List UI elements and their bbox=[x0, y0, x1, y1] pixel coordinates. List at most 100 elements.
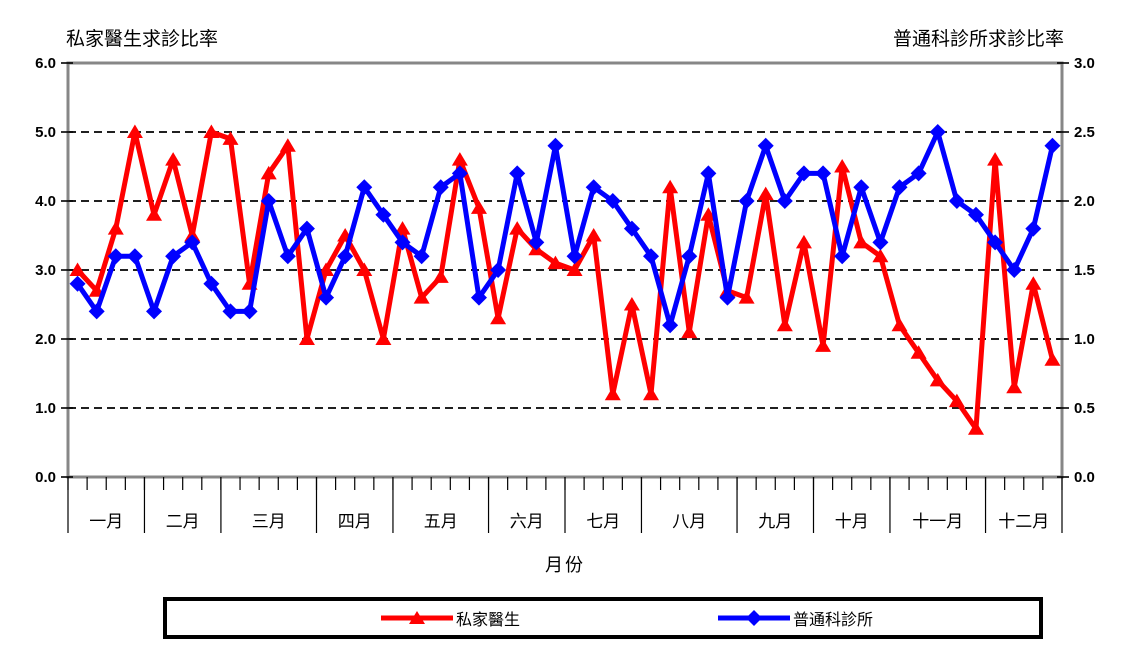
red-data-point-marker bbox=[375, 331, 392, 345]
blue-data-point-marker bbox=[547, 137, 564, 154]
red-triangle-line-icon bbox=[381, 611, 453, 624]
month-label: 五月 bbox=[424, 512, 458, 531]
left-axis-tick-label: 1.0 bbox=[35, 400, 56, 417]
right-axis-tick-label: 3.0 bbox=[1074, 55, 1095, 72]
red-data-point-marker bbox=[853, 234, 870, 249]
blue-data-point-marker bbox=[967, 206, 984, 223]
blue-data-point-marker bbox=[585, 179, 602, 196]
red-data-point-marker bbox=[872, 248, 889, 263]
blue-data-point-marker bbox=[757, 137, 774, 154]
red-data-point-marker bbox=[929, 372, 946, 387]
red-data-point-marker bbox=[1006, 379, 1023, 394]
blue-data-point-marker bbox=[815, 165, 832, 182]
month-label: 一月 bbox=[89, 512, 123, 531]
left-axis-tick-label: 5.0 bbox=[35, 124, 56, 141]
blue-data-point-marker bbox=[1025, 220, 1042, 237]
blue-data-point-marker bbox=[490, 262, 507, 278]
red-data-point-marker bbox=[834, 159, 851, 173]
blue-series-line bbox=[75, 129, 1055, 328]
red-data-point-marker bbox=[738, 290, 755, 304]
blue-data-point-marker bbox=[509, 165, 526, 182]
blue-data-point-marker bbox=[891, 179, 908, 196]
month-label: 七月 bbox=[586, 512, 620, 531]
left-axis-tick-label: 3.0 bbox=[35, 262, 56, 279]
right-axis-tick-label: 1.0 bbox=[1074, 331, 1095, 348]
blue-data-point-marker bbox=[948, 193, 965, 209]
red-data-point-marker bbox=[260, 165, 277, 180]
blue-data-point-marker bbox=[203, 275, 220, 292]
blue-data-point-marker bbox=[375, 206, 392, 223]
right-axis-tick-label: 0.5 bbox=[1074, 400, 1095, 417]
red-data-point-marker bbox=[547, 255, 564, 270]
blue-data-point-marker bbox=[681, 248, 698, 265]
red-data-point-marker bbox=[643, 386, 660, 401]
right-axis-tick-label: 0.0 bbox=[1074, 469, 1095, 486]
month-label: 六月 bbox=[510, 512, 544, 531]
month-label: 四月 bbox=[338, 512, 372, 531]
month-label: 八月 bbox=[672, 512, 706, 531]
blue-data-point-marker bbox=[929, 124, 946, 140]
red-data-point-marker bbox=[891, 317, 908, 332]
blue-data-point-marker bbox=[184, 234, 201, 251]
blue-data-point-marker bbox=[528, 234, 545, 251]
month-label: 二月 bbox=[166, 512, 200, 531]
red-data-point-marker bbox=[776, 317, 793, 332]
blue-data-point-marker bbox=[738, 193, 755, 209]
blue-data-point-marker bbox=[318, 289, 335, 306]
red-data-point-marker bbox=[1025, 276, 1042, 290]
blue-data-point-marker bbox=[566, 248, 583, 265]
blue-data-point-marker bbox=[795, 165, 812, 182]
red-data-point-marker bbox=[566, 262, 583, 276]
red-data-point-marker bbox=[470, 200, 487, 214]
left-axis-tick-label: 6.0 bbox=[35, 55, 56, 72]
red-data-point-marker bbox=[967, 421, 984, 435]
blue-data-point-marker bbox=[69, 275, 86, 292]
blue-data-point-marker bbox=[126, 248, 143, 265]
blue-data-point-marker bbox=[643, 248, 660, 265]
legend-box: 私家醫生 普通科診所 bbox=[163, 597, 1043, 639]
blue-data-point-marker bbox=[1006, 262, 1023, 278]
blue-data-point-marker bbox=[604, 193, 621, 209]
red-data-point-marker bbox=[279, 138, 296, 152]
blue-data-point-marker bbox=[413, 248, 430, 265]
left-axis-tick-label: 4.0 bbox=[35, 193, 56, 210]
blue-data-point-marker bbox=[719, 289, 736, 306]
red-data-point-marker bbox=[1044, 352, 1061, 366]
blue-data-point-marker bbox=[279, 248, 296, 265]
left-axis-tick-label: 0.0 bbox=[35, 469, 56, 486]
red-data-point-marker bbox=[69, 262, 86, 276]
month-label: 十一月 bbox=[912, 512, 963, 531]
blue-data-point-marker bbox=[146, 303, 163, 320]
blue-data-point-marker bbox=[337, 248, 354, 265]
blue-data-point-marker bbox=[432, 179, 449, 196]
right-axis-tick-label: 2.5 bbox=[1074, 124, 1095, 141]
blue-data-point-marker bbox=[165, 248, 182, 265]
red-data-point-marker bbox=[910, 345, 927, 359]
red-data-point-marker bbox=[681, 324, 698, 339]
red-data-point-marker bbox=[451, 152, 468, 166]
blue-data-point-marker bbox=[356, 179, 373, 196]
left-axis-title: 私家醫生求診比率 bbox=[66, 29, 219, 50]
blue-data-point-marker bbox=[241, 303, 258, 320]
red-data-point-marker bbox=[107, 221, 124, 235]
right-axis-title: 普通科診所求診比率 bbox=[892, 29, 1064, 50]
red-data-point-marker bbox=[203, 124, 220, 138]
blue-data-point-marker bbox=[872, 234, 889, 251]
blue-data-point-marker bbox=[298, 220, 315, 237]
legend-entry-private-doctor: 私家醫生 bbox=[379, 606, 520, 630]
month-label: 十月 bbox=[835, 512, 869, 531]
red-data-point-marker bbox=[757, 186, 774, 201]
x-axis-title: 月份 bbox=[545, 555, 585, 575]
red-data-point-marker bbox=[623, 297, 640, 311]
legend-entry-gopc: 普通科診所 bbox=[716, 606, 873, 630]
red-data-point-marker bbox=[146, 207, 163, 221]
red-data-point-marker bbox=[604, 386, 621, 401]
blue-data-point-marker bbox=[776, 193, 793, 209]
red-data-point-marker bbox=[815, 338, 832, 352]
red-data-point-marker bbox=[585, 228, 602, 242]
red-data-point-marker bbox=[987, 152, 1004, 166]
red-data-point-marker bbox=[222, 131, 239, 145]
red-data-point-marker bbox=[795, 234, 812, 249]
red-data-point-marker bbox=[165, 152, 182, 166]
